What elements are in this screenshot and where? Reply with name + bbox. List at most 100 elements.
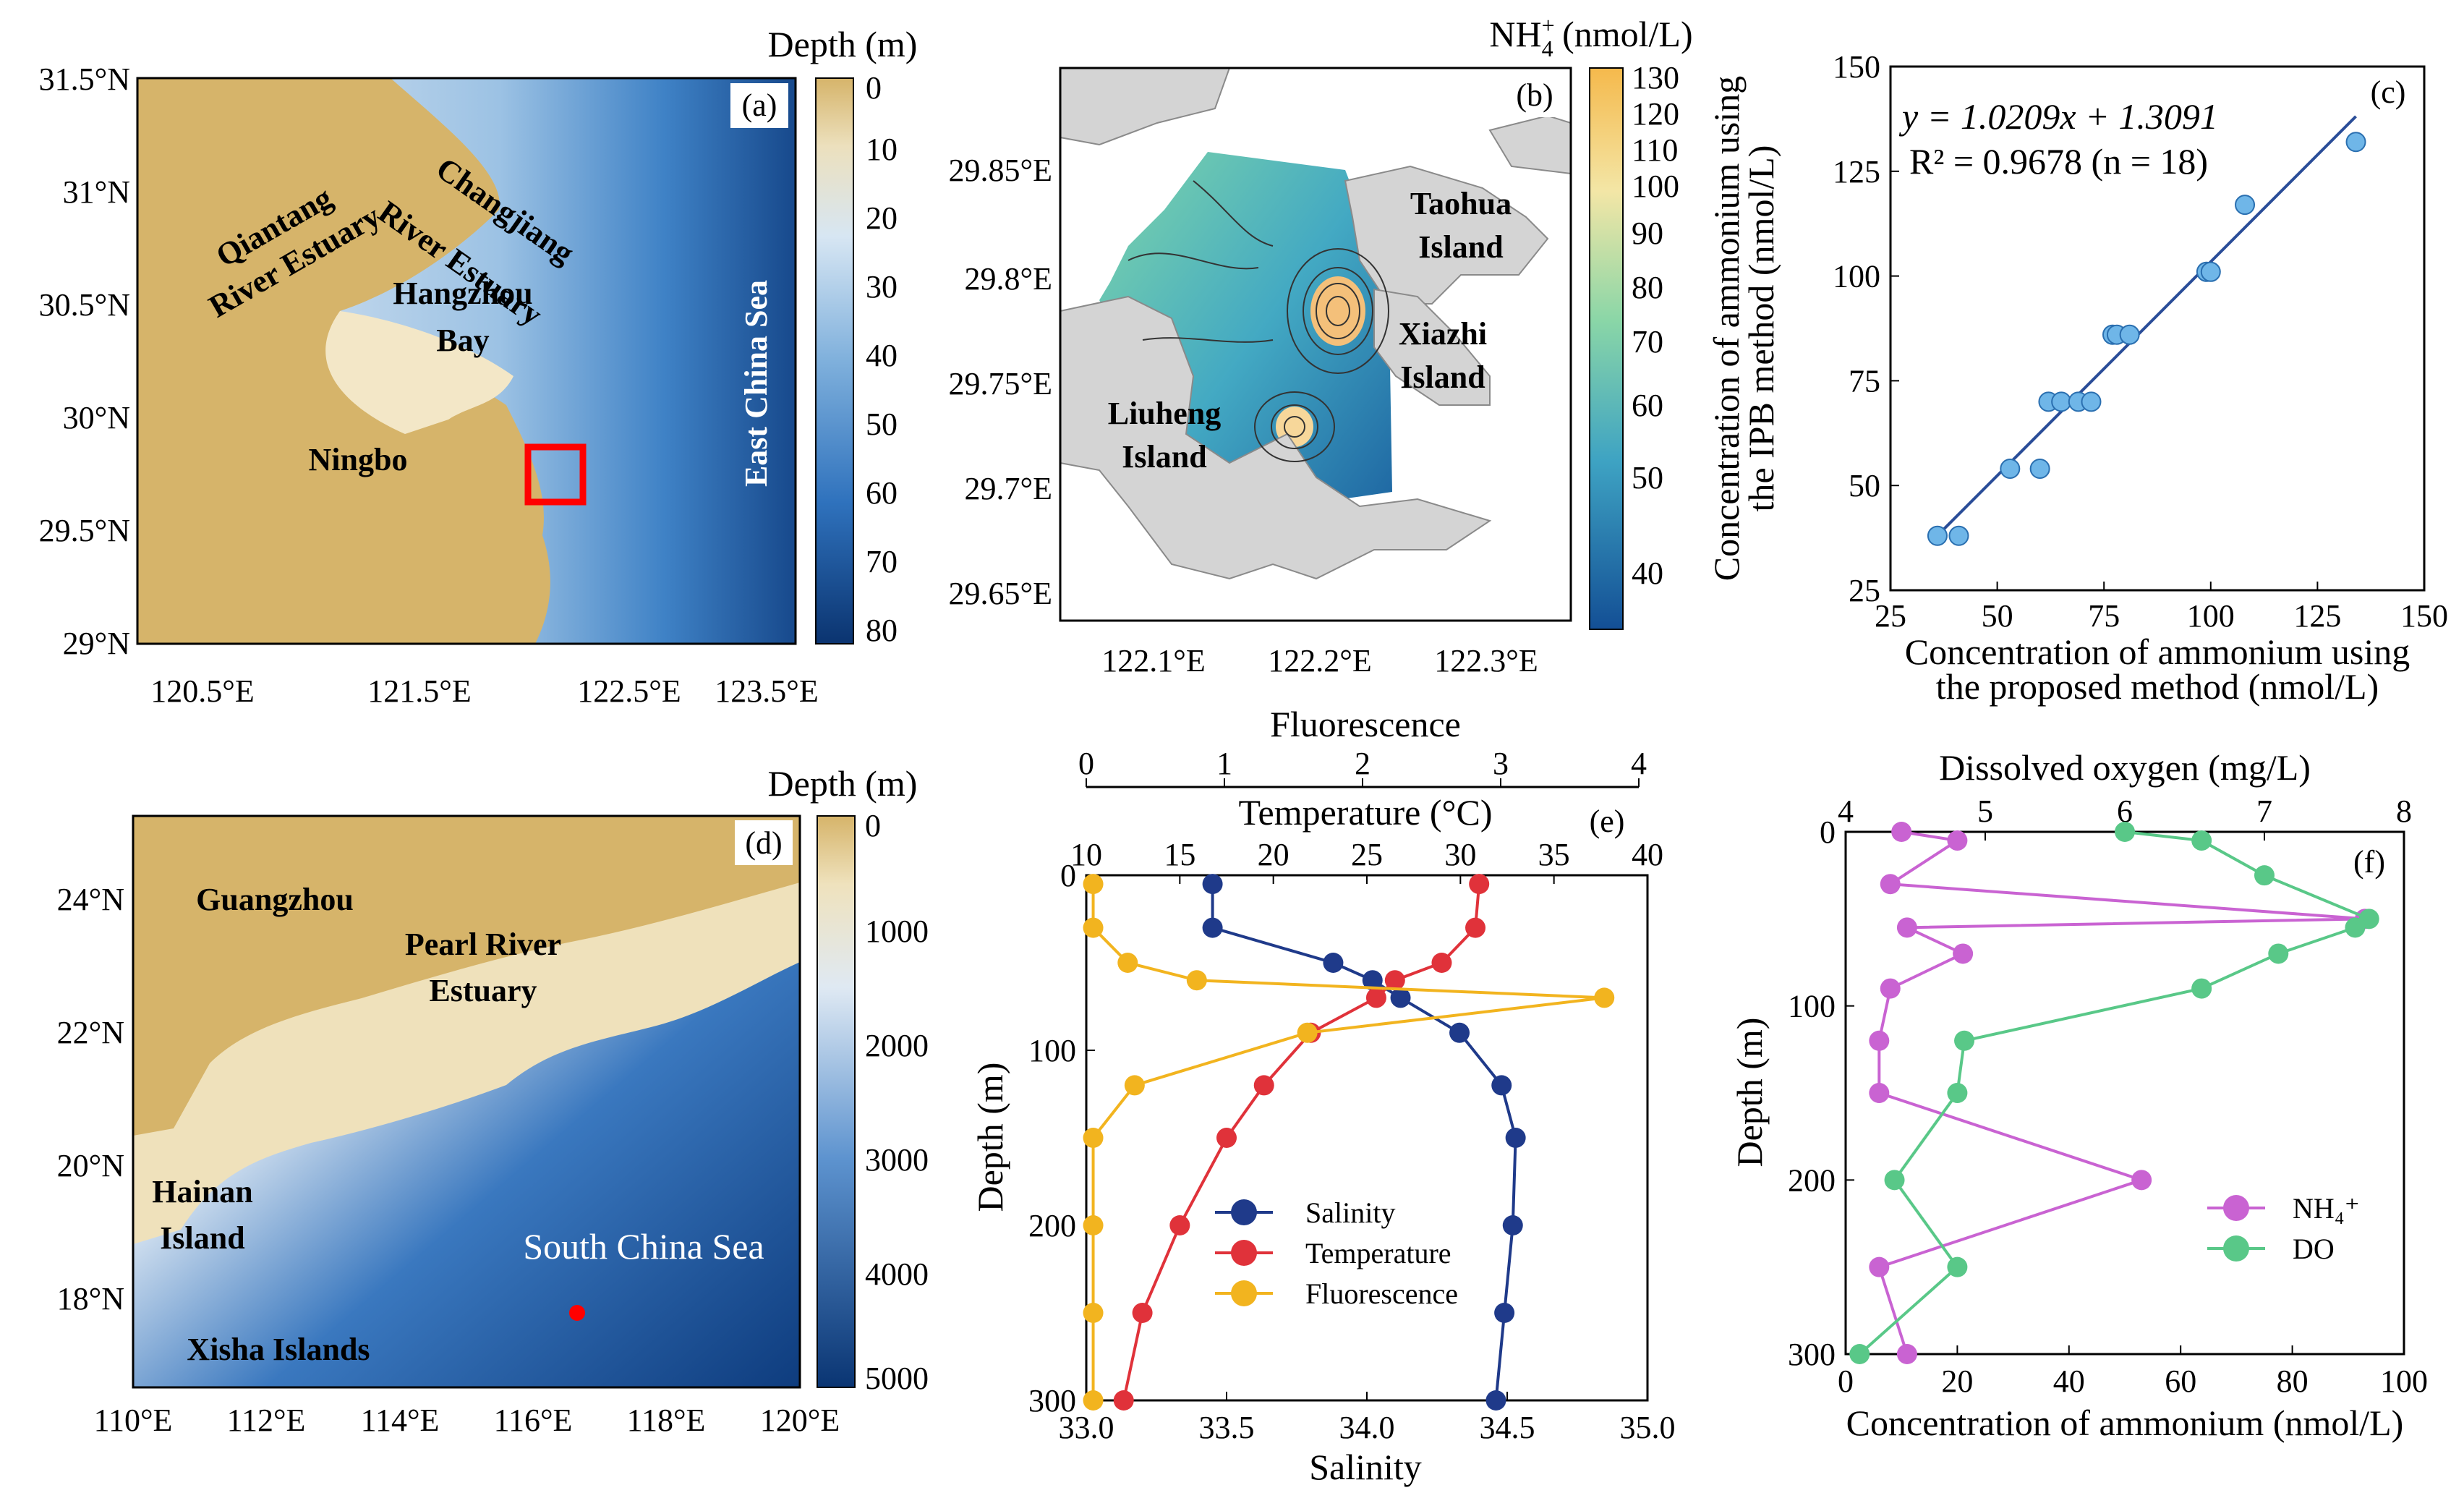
panel-e-legend: Salinity Temperature Fluorescence	[1215, 1196, 1458, 1310]
lat-tick: 31.5°N	[39, 61, 130, 97]
lon-tick: 122.5°E	[577, 673, 681, 709]
legend-do-label: DO	[2293, 1233, 2335, 1265]
x-tick-label: 125	[2293, 598, 2341, 634]
xiazhi-label: Xiazhi	[1399, 316, 1487, 352]
lat-tick: 30.5°N	[39, 287, 130, 323]
temperature-tick-label: 20	[1258, 837, 1289, 872]
fluorescence-point	[1083, 917, 1104, 938]
panel-c-label: (c)	[2371, 75, 2406, 110]
depth-tick-label: 100	[1028, 1033, 1076, 1068]
panel-e-label: (e)	[1590, 804, 1625, 839]
xisha-label: Xisha Islands	[187, 1332, 370, 1367]
panel-f-ylabel: Depth (m)	[1729, 1018, 1770, 1167]
cbar-tick: 80	[1632, 270, 1663, 305]
panel-a-colorbar-title: Depth (m)	[768, 24, 918, 64]
fluorescence-tick-label: 1	[1216, 746, 1232, 781]
panel-b-concentration-field	[1099, 152, 1392, 550]
lon-tick: 118°E	[627, 1403, 706, 1438]
do-point	[2345, 917, 2366, 938]
regression-equation: y = 1.0209x + 1.3091	[1898, 96, 2218, 137]
panel-e-frame	[1085, 874, 1649, 1402]
panel-a-label-bg	[730, 83, 788, 128]
taohua-island-shape	[1344, 165, 1549, 305]
hainan-island-label: Island	[160, 1220, 244, 1256]
cbar-title-sup: +	[1542, 12, 1555, 38]
fluorescence-tick-label: 2	[1355, 746, 1370, 781]
data-point	[2029, 459, 2050, 480]
data-point	[2119, 324, 2140, 345]
panel-e-ylabel: Depth (m)	[970, 1063, 1010, 1212]
nh4-point	[1869, 1030, 1890, 1051]
panel-a-study-box	[524, 443, 587, 506]
cbar-tick: 130	[1632, 60, 1679, 95]
lat-tick: 29.7°E	[965, 471, 1052, 506]
legend-nh4-label: NH₄⁺	[2293, 1192, 2360, 1225]
fluorescence-point	[1083, 874, 1104, 895]
do-line	[1858, 830, 2373, 1356]
cbar-tick: 1000	[865, 914, 929, 949]
temperature-point	[1465, 917, 1486, 938]
cbar-title-unit: (nmol/L)	[1553, 14, 1693, 54]
do-point	[2254, 865, 2275, 886]
panel-c-xlabel-2: the proposed method (nmol/L)	[1936, 666, 2379, 707]
panel-e-salinity-label: Salinity	[1309, 1447, 1422, 1487]
panel-a-bay	[325, 311, 513, 434]
panel-c: 25 50 75 100 125 150 25 50 75 100 125 150 y = 1.02…	[1706, 49, 2448, 707]
x-tick-label: 75	[2088, 598, 2120, 634]
salinity-point	[1390, 987, 1411, 1008]
panel-d-label-bg	[735, 820, 793, 865]
fluorescence-tick-label: 0	[1078, 746, 1094, 781]
temperature-tick-label: 25	[1351, 837, 1383, 872]
lat-tick: 29.65°E	[949, 576, 1052, 611]
nh4-point	[1891, 822, 1912, 842]
lon-tick: 112°E	[227, 1403, 306, 1438]
xiazhi-island-shape	[1373, 288, 1491, 406]
do-tick-label: 8	[2396, 794, 2412, 829]
x-tick-label: 100	[2187, 598, 2235, 634]
cbar-tick: 40	[866, 338, 898, 373]
lon-tick: 110°E	[94, 1403, 173, 1438]
cbar-tick: 60	[866, 475, 898, 511]
cbar-tick: 70	[1632, 324, 1663, 360]
do-point	[1954, 1030, 1975, 1051]
data-point	[2051, 391, 2072, 412]
fluorescence-point	[1186, 970, 1207, 991]
lat-tick: 29.85°E	[949, 153, 1052, 188]
cbar-title-main: NH	[1489, 14, 1541, 54]
nh4-point	[1896, 917, 1917, 938]
y-tick-label: 100	[1833, 259, 1880, 294]
legend-temperature-label: Temperature	[1305, 1237, 1451, 1269]
legend-temperature-marker	[1231, 1240, 1257, 1266]
east-china-sea-label: East China Sea	[738, 280, 774, 487]
cbar-tick: 120	[1632, 96, 1679, 132]
do-point	[2191, 830, 2212, 851]
lat-tick: 18°N	[57, 1281, 124, 1316]
cbar-tick: 2000	[865, 1028, 929, 1063]
salinity-point	[1202, 917, 1223, 938]
panel-c-y-ticks: 25 50 75 100 125 150	[1833, 49, 1899, 608]
temperature-tick-label: 10	[1070, 837, 1102, 872]
bay-label: Bay	[436, 323, 489, 358]
depth-tick-label: 200	[1028, 1208, 1076, 1243]
guangzhou-label: Guangzhou	[196, 882, 354, 917]
nh4-tick-label: 80	[2277, 1364, 2309, 1399]
panel-a-lat-ticks: 31.5°N 31°N 30.5°N 30°N 29.5°N 29°N	[39, 61, 130, 661]
cbar-tick: 70	[866, 544, 898, 579]
do-tick-label: 6	[2117, 794, 2133, 829]
lon-tick: 114°E	[361, 1403, 440, 1438]
nh4-point	[1880, 978, 1901, 999]
temperature-point	[1169, 1215, 1190, 1235]
panel-b: (b) Taohua Island Xiazhi Island Liuheng …	[949, 12, 1693, 678]
salinity-tick-label: 33.5	[1199, 1410, 1255, 1445]
y-tick-label: 125	[1833, 154, 1880, 190]
lat-tick: 29.8°E	[965, 261, 1052, 297]
panel-b-colorbar	[1589, 67, 1624, 630]
panel-c-label-bg	[2359, 71, 2417, 114]
panel-f-frame	[1844, 830, 2405, 1356]
x-tick-label: 150	[2400, 598, 2448, 634]
hainan-label: Hainan	[152, 1174, 252, 1209]
do-tick-label: 5	[1977, 794, 1993, 829]
panel-c-ylabel-2: the IPB method (nmol/L)	[1741, 145, 1781, 512]
temperature-point	[1365, 987, 1386, 1008]
